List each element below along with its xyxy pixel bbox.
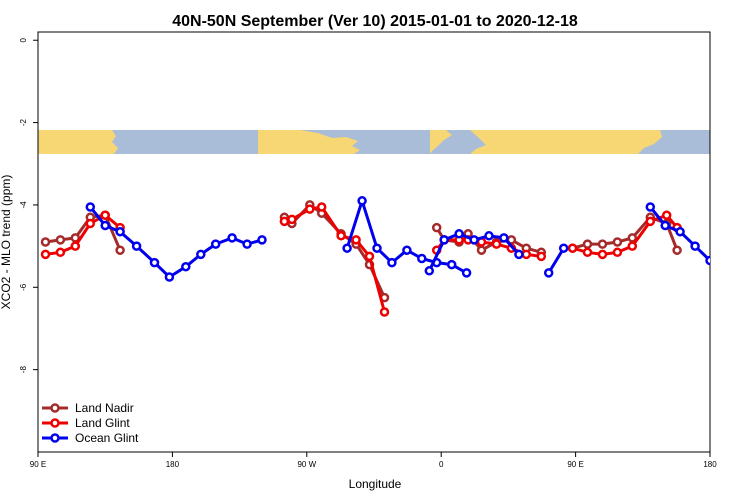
data-point (558, 243, 569, 253)
data-point (196, 249, 206, 260)
data-point (227, 233, 237, 243)
world-map-strip (38, 130, 710, 154)
data-point (721, 274, 728, 281)
data-point (454, 229, 464, 239)
data-point (661, 210, 672, 220)
legend-swatch-marker (50, 433, 60, 443)
data-point (357, 196, 367, 206)
data-point (705, 255, 710, 266)
data-point (417, 253, 427, 264)
y-axis: 0 -2 -4 -6 -8 (19, 37, 38, 373)
data-point (387, 257, 397, 268)
data-point (499, 233, 509, 243)
legend-swatch-marker (50, 403, 60, 413)
data-point (675, 226, 685, 237)
x-tick-label: 180 (703, 460, 717, 469)
y-axis-label: XCO2 - MLO trend (ppm) (0, 175, 13, 310)
data-point (257, 235, 267, 245)
data-point (484, 231, 494, 241)
data-point (446, 259, 457, 270)
data-point (567, 243, 578, 253)
data-point (402, 245, 412, 255)
data-point (305, 204, 315, 214)
data-point (536, 251, 547, 262)
series-line (547, 247, 565, 274)
data-point (672, 245, 682, 255)
data-point (645, 216, 656, 227)
data-point (55, 247, 66, 258)
legend-label: Ocean Glint (75, 431, 139, 445)
legend-swatch-marker (50, 418, 60, 428)
data-point (100, 220, 110, 231)
data-point (316, 202, 327, 212)
data-point (627, 241, 638, 251)
plot-area (37, 31, 711, 453)
y-tick-label: -2 (19, 118, 28, 126)
x-tick-label: 0 (439, 460, 444, 469)
y-tick-label: -6 (19, 283, 28, 291)
data-point (40, 249, 51, 260)
data-point (351, 235, 361, 245)
data-point (379, 307, 390, 317)
series-layer (40, 196, 728, 317)
data-point (660, 220, 670, 231)
y-tick-label: 0 (19, 37, 28, 42)
data-point (149, 257, 160, 268)
data-point (469, 235, 479, 245)
data-point (491, 239, 502, 249)
x-axis: 90 E 180 90 W 0 90 E 180 (30, 452, 717, 469)
x-axis-label: Longitude (349, 477, 402, 491)
data-point (210, 239, 221, 249)
data-point (336, 231, 346, 241)
data-point (514, 249, 524, 260)
data-point (100, 210, 110, 220)
data-point (70, 241, 81, 251)
data-point (55, 235, 66, 245)
data-point (690, 241, 700, 251)
data-point (582, 239, 593, 249)
data-point (181, 261, 191, 272)
data-point (645, 202, 656, 212)
data-point (115, 245, 125, 255)
data-point (612, 237, 623, 247)
y-tick-label: -8 (19, 366, 28, 374)
series-ocean-glint (85, 196, 728, 282)
data-point (287, 214, 297, 225)
data-point (372, 243, 382, 253)
chart-title: 40N-50N September (Ver 10) 2015-01-01 to… (172, 13, 578, 30)
data-point (431, 222, 442, 233)
data-point (521, 249, 532, 260)
data-point (424, 266, 435, 276)
data-point (597, 249, 608, 260)
data-point (461, 268, 472, 278)
data-point (164, 272, 175, 282)
y-tick-label: -4 (19, 201, 28, 209)
data-point (279, 216, 290, 227)
series-line (283, 203, 386, 299)
data-point (582, 247, 593, 258)
data-point (131, 241, 142, 251)
data-point (597, 239, 608, 249)
data-point (242, 239, 252, 249)
series-land-glint (40, 202, 682, 317)
data-point (342, 243, 352, 253)
map-land-masses (38, 130, 662, 154)
data-point (85, 218, 96, 229)
x-tick-label: 90 E (567, 460, 583, 469)
x-tick-label: 180 (166, 460, 180, 469)
legend-label: Land Glint (75, 416, 130, 430)
data-point (612, 247, 623, 258)
data-point (476, 245, 487, 255)
x-tick-label: 90 W (297, 460, 316, 469)
data-point (40, 237, 51, 247)
data-point (543, 268, 554, 278)
data-point (439, 235, 449, 245)
data-point (85, 202, 96, 212)
x-tick-label: 90 E (30, 460, 46, 469)
data-point (115, 226, 125, 237)
legend-label: Land Nadir (75, 401, 134, 415)
data-point (364, 251, 375, 262)
